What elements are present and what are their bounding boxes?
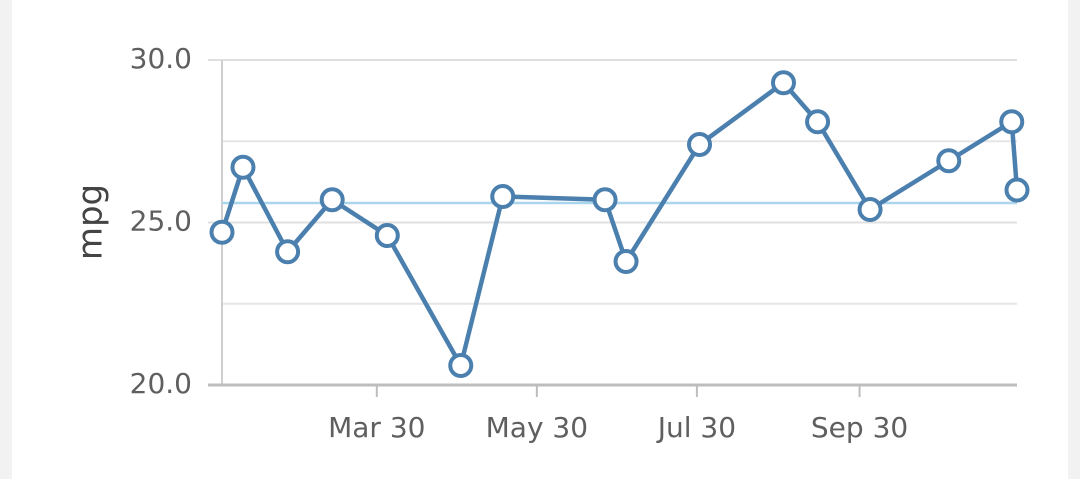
x-tick-label: Jul 30 bbox=[656, 411, 736, 444]
y-tick-label: 20.0 bbox=[130, 367, 192, 400]
data-point bbox=[687, 132, 713, 157]
x-tick-label: May 30 bbox=[486, 411, 588, 444]
data-point bbox=[613, 249, 639, 274]
data-point bbox=[999, 109, 1025, 135]
data-point bbox=[592, 187, 618, 213]
data-point bbox=[490, 184, 516, 209]
data-point bbox=[770, 70, 796, 96]
x-tick-label: Mar 30 bbox=[328, 411, 425, 444]
data-point bbox=[1004, 177, 1030, 203]
data-point bbox=[374, 223, 400, 248]
data-point bbox=[319, 187, 345, 213]
data-point bbox=[936, 148, 962, 174]
data-point bbox=[448, 353, 474, 378]
x-tick-label: Sep 30 bbox=[811, 411, 908, 444]
data-point bbox=[275, 239, 301, 265]
series-line bbox=[219, 80, 1020, 368]
y-tick-label: 25.0 bbox=[130, 205, 192, 238]
data-point bbox=[805, 109, 831, 135]
data-point bbox=[857, 197, 883, 222]
data-point bbox=[230, 154, 256, 180]
data-point bbox=[209, 219, 235, 245]
y-axis-label: mpg bbox=[71, 184, 111, 260]
card bbox=[12, 0, 1068, 479]
y-tick-label: 30.0 bbox=[130, 42, 192, 75]
